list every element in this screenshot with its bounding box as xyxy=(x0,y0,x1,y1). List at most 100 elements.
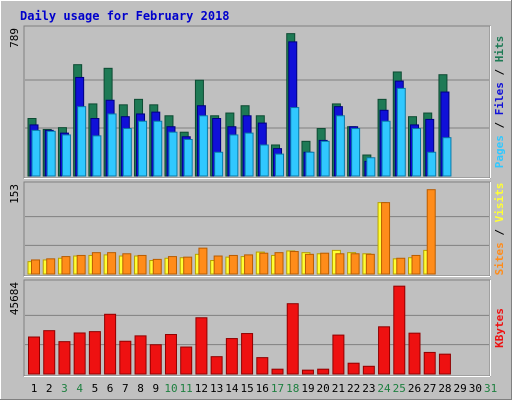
legend: Pages / Files / Hits xyxy=(493,36,506,169)
bar-sites xyxy=(350,253,360,275)
bar-kbytes xyxy=(408,332,421,375)
bar-kbytes xyxy=(332,334,345,375)
bar-sites xyxy=(91,252,101,275)
bar-pages xyxy=(77,106,87,177)
x-tick-label: 10 xyxy=(164,382,177,395)
legend-separator: / xyxy=(493,222,506,242)
bar-pages xyxy=(138,120,148,177)
x-tick-label: 17 xyxy=(271,382,284,395)
y-max-label: 153 xyxy=(8,184,21,204)
bar-sites xyxy=(381,202,391,275)
bar-sites xyxy=(426,189,436,275)
bar-kbytes xyxy=(104,313,117,375)
bars xyxy=(28,285,451,375)
bar-sites xyxy=(198,247,208,275)
bar-sites xyxy=(228,254,238,275)
bar-pages xyxy=(427,151,437,177)
legend-pages: Pages xyxy=(493,135,506,168)
bar-pages xyxy=(31,129,41,177)
bar-sites xyxy=(107,252,117,275)
x-tick-label: 5 xyxy=(92,382,99,395)
bar-pages xyxy=(412,128,421,177)
bar-pages xyxy=(229,134,239,177)
bar-sites xyxy=(183,256,193,275)
x-tick-label: 31 xyxy=(484,382,497,395)
legend-hits: Hits xyxy=(493,36,506,63)
bar-kbytes xyxy=(73,332,86,375)
legend-sites: Sites xyxy=(493,242,506,275)
x-tick-label: 8 xyxy=(137,382,144,395)
x-tick-label: 9 xyxy=(152,382,159,395)
y-max-label: 789 xyxy=(8,28,21,48)
bar-kbytes xyxy=(43,330,56,375)
chart-title: Daily usage for February 2018 xyxy=(20,9,230,23)
bar-kbytes xyxy=(256,357,269,375)
bar-pages xyxy=(46,130,56,177)
x-tick-label: 6 xyxy=(107,382,114,395)
legend-text: KBytes xyxy=(493,308,506,348)
x-tick-label: 29 xyxy=(454,382,467,395)
x-tick-label: 11 xyxy=(180,382,193,395)
legend-separator: / xyxy=(493,62,506,82)
bar-pages xyxy=(351,128,361,177)
x-tick-label: 7 xyxy=(122,382,129,395)
bar-kbytes xyxy=(393,285,406,375)
bar-kbytes xyxy=(301,369,314,375)
panel-bottom: 45684 KBytes xyxy=(8,279,506,377)
bar-sites xyxy=(396,257,406,275)
legend-text: Sites / Visits xyxy=(493,183,506,276)
x-tick-label: 14 xyxy=(225,382,239,395)
x-tick-label: 28 xyxy=(438,382,451,395)
bar-sites xyxy=(76,254,86,275)
bar-kbytes xyxy=(241,333,254,375)
bar-kbytes xyxy=(134,335,147,375)
bar-sites xyxy=(259,252,269,275)
bar-pages xyxy=(396,87,406,177)
legend-visits: Visits xyxy=(493,183,506,223)
legend: KBytes xyxy=(493,308,506,348)
x-tick-label: 2 xyxy=(46,382,53,395)
x-tick-label: 24 xyxy=(377,382,391,395)
bar-kbytes xyxy=(88,331,101,375)
bar-kbytes xyxy=(317,368,330,375)
bar-sites xyxy=(411,254,421,275)
x-tick-label: 20 xyxy=(317,382,330,395)
bar-pages xyxy=(61,134,71,177)
bar-sites xyxy=(289,251,299,275)
x-tick-label: 15 xyxy=(240,382,253,395)
bar-pages xyxy=(320,140,330,177)
bar-kbytes xyxy=(58,341,71,375)
bar-pages xyxy=(259,144,269,177)
bar-pages xyxy=(305,151,315,177)
bar-pages xyxy=(275,153,285,177)
bar-sites xyxy=(335,253,345,275)
bar-kbytes xyxy=(378,326,391,375)
legend-files: Files xyxy=(493,82,506,115)
bar-pages xyxy=(214,151,224,177)
bar-sites xyxy=(152,258,162,275)
bar-pages xyxy=(153,120,163,177)
bar-kbytes xyxy=(362,365,375,375)
bar-pages xyxy=(335,115,345,177)
bar-kbytes xyxy=(164,334,177,375)
bar-pages xyxy=(183,138,193,177)
x-tick-label: 4 xyxy=(76,382,83,395)
bar-sites xyxy=(137,254,147,275)
bar-sites xyxy=(304,253,314,275)
bar-kbytes xyxy=(149,344,162,375)
legend: Sites / Visits xyxy=(493,183,506,276)
bar-sites xyxy=(61,256,71,275)
bar-kbytes xyxy=(423,351,436,375)
bar-pages xyxy=(442,137,452,177)
x-tick-label: 26 xyxy=(408,382,421,395)
bar-kbytes xyxy=(28,336,40,375)
bar-sites xyxy=(244,254,254,275)
bar-sites xyxy=(46,258,56,275)
bar-sites xyxy=(274,252,284,275)
bar-kbytes xyxy=(271,368,284,375)
bar-sites xyxy=(31,259,40,275)
x-axis-labels: 1 2 3 4 5 6 7 8 9 10 11 12 13 14 15 16 17 18 19 20 21 22 23 24 2… xyxy=(31,382,498,395)
bars xyxy=(27,33,452,177)
bar-sites xyxy=(365,253,375,275)
